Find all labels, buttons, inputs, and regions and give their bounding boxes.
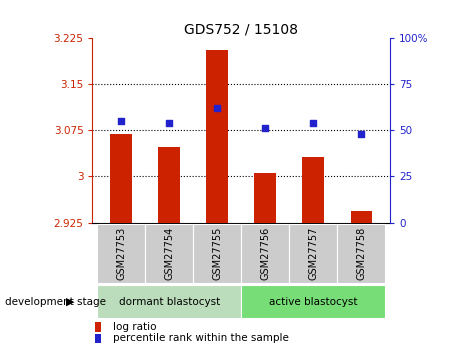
Bar (207, 50, 228, 223)
Bar (289, 224, 337, 283)
Text: dormant blastocyst: dormant blastocyst (119, 297, 220, 307)
Bar (145, 224, 193, 283)
Point (118, 118, 125, 124)
Text: GSM27754: GSM27754 (164, 227, 174, 280)
Text: log ratio: log ratio (113, 322, 157, 332)
Bar (254, 173, 276, 223)
Bar (96, 334, 101, 343)
Bar (350, 211, 372, 223)
Point (166, 120, 173, 126)
Title: GDS752 / 15108: GDS752 / 15108 (184, 23, 298, 37)
Bar (193, 224, 241, 283)
Text: GSM27758: GSM27758 (356, 227, 366, 280)
Point (214, 105, 221, 111)
Text: ▶: ▶ (66, 297, 74, 307)
Text: GSM27755: GSM27755 (212, 227, 222, 280)
Bar (96, 323, 101, 332)
Bar (97, 224, 145, 283)
Bar (110, 134, 132, 223)
Text: GSM27757: GSM27757 (308, 227, 318, 280)
Text: active blastocyst: active blastocyst (269, 297, 358, 307)
Text: GSM27756: GSM27756 (260, 227, 270, 280)
Text: GSM27753: GSM27753 (116, 227, 126, 280)
Text: percentile rank within the sample: percentile rank within the sample (113, 333, 289, 343)
Point (262, 126, 269, 131)
Text: development stage: development stage (5, 297, 106, 307)
Bar (303, 157, 324, 223)
Point (358, 131, 365, 137)
Bar (337, 224, 385, 283)
Point (310, 120, 317, 126)
Bar (241, 285, 385, 318)
Bar (158, 147, 180, 223)
Bar (97, 285, 241, 318)
Bar (241, 224, 289, 283)
